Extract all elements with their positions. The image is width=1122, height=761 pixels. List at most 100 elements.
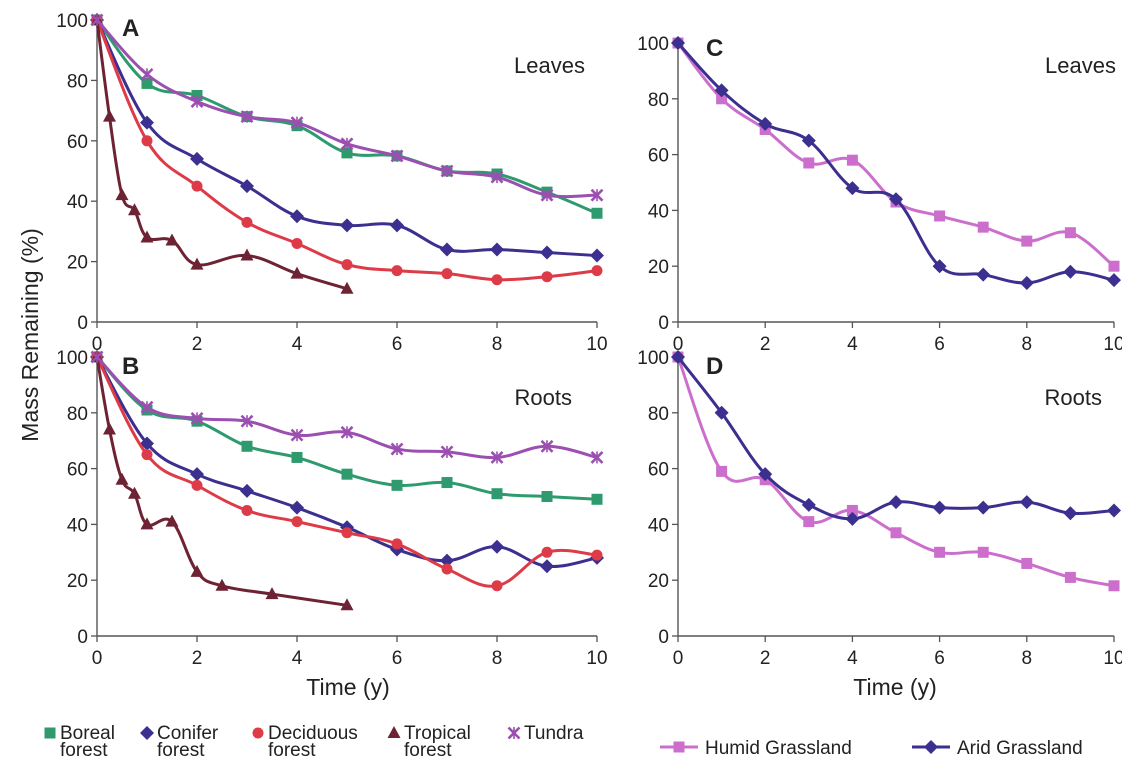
data-point [934, 210, 946, 222]
legend-item: Tundra [507, 723, 584, 744]
data-point [491, 580, 503, 592]
data-point [290, 500, 304, 515]
data-point [140, 436, 154, 451]
y-tick-label: 100 [637, 348, 669, 369]
series-tundra [90, 13, 604, 202]
data-point [541, 491, 553, 502]
data-point [758, 116, 773, 131]
data-point [441, 268, 453, 280]
data-point [341, 468, 353, 480]
series-tundra [90, 350, 604, 464]
data-point [714, 405, 729, 420]
data-point [934, 546, 946, 558]
y-tick-label: 0 [658, 313, 669, 334]
data-point [341, 147, 353, 159]
x-tick-label: 4 [847, 648, 858, 669]
panel-letter: B [122, 353, 139, 380]
data-point [241, 216, 253, 228]
data-point [440, 242, 454, 257]
data-point [491, 488, 503, 500]
data-point [671, 350, 685, 364]
data-point [90, 13, 104, 27]
y-axis-label: Mass Remaining (%) [17, 228, 43, 441]
x-tick-label: 0 [92, 648, 103, 669]
x-tick-label: 2 [192, 334, 203, 355]
panel-title: Leaves [514, 53, 585, 78]
data-point [1019, 275, 1034, 290]
data-point [590, 451, 604, 464]
data-point [440, 164, 454, 178]
data-point [716, 465, 728, 477]
y-tick-label: 80 [67, 404, 88, 425]
data-point [190, 95, 204, 108]
data-point [291, 237, 303, 249]
series-tropical-forest [90, 13, 354, 294]
y-tick-label: 0 [77, 627, 88, 648]
panel-letter: A [122, 15, 139, 42]
legend-marker [924, 740, 938, 754]
y-tick-label: 40 [67, 515, 88, 536]
x-tick-label: 6 [934, 334, 945, 355]
y-tick-label: 80 [67, 71, 88, 92]
series-line [676, 355, 1116, 588]
legend-label: Conifer [157, 723, 219, 744]
x-tick-label: 6 [934, 648, 945, 669]
legend-label-line2: forest [60, 740, 108, 761]
data-point [241, 440, 253, 452]
data-point [590, 188, 604, 202]
data-point [140, 400, 154, 414]
series-line [95, 18, 599, 258]
series-arid-grassland [671, 350, 1121, 526]
data-point [290, 266, 304, 279]
data-point [1107, 503, 1121, 518]
data-point [1064, 227, 1076, 239]
x-tick-label: 8 [1022, 648, 1033, 669]
x-tick-label: 8 [492, 648, 503, 669]
series-line [95, 355, 349, 607]
data-point [240, 110, 254, 124]
series-tropical-forest [90, 350, 354, 611]
data-point [591, 265, 603, 277]
data-point [391, 479, 403, 491]
data-point [115, 472, 129, 485]
data-point [1063, 264, 1078, 279]
data-point [801, 133, 816, 148]
data-point [190, 564, 204, 577]
data-point [1021, 557, 1033, 569]
data-point [976, 500, 991, 515]
data-point [128, 203, 141, 216]
data-point [671, 36, 685, 50]
series-line [676, 355, 1116, 521]
data-point [141, 449, 153, 461]
data-point [340, 137, 354, 151]
data-point [976, 267, 991, 282]
data-point [341, 527, 353, 539]
data-point [141, 77, 153, 89]
series-line [95, 18, 599, 215]
legend-label: Humid Grassland [705, 738, 852, 759]
x-tick-label: 6 [392, 334, 403, 355]
data-point [803, 516, 815, 528]
legend-marker [140, 726, 154, 740]
data-point [141, 135, 153, 147]
data-point [490, 242, 504, 257]
y-tick-label: 20 [648, 257, 669, 278]
data-point [115, 188, 129, 201]
data-point [591, 207, 603, 219]
data-point [540, 245, 554, 260]
y-tick-label: 40 [648, 201, 669, 222]
data-point [540, 188, 554, 202]
y-tick-label: 60 [67, 132, 88, 153]
panel-title: Roots [1045, 385, 1102, 410]
legend-marker [387, 726, 401, 738]
legend-item: Humid Grassland [660, 738, 852, 759]
data-point [758, 467, 773, 482]
data-point [540, 559, 554, 574]
x-tick-label: 6 [392, 648, 403, 669]
data-point [491, 274, 503, 286]
data-point [240, 414, 254, 428]
